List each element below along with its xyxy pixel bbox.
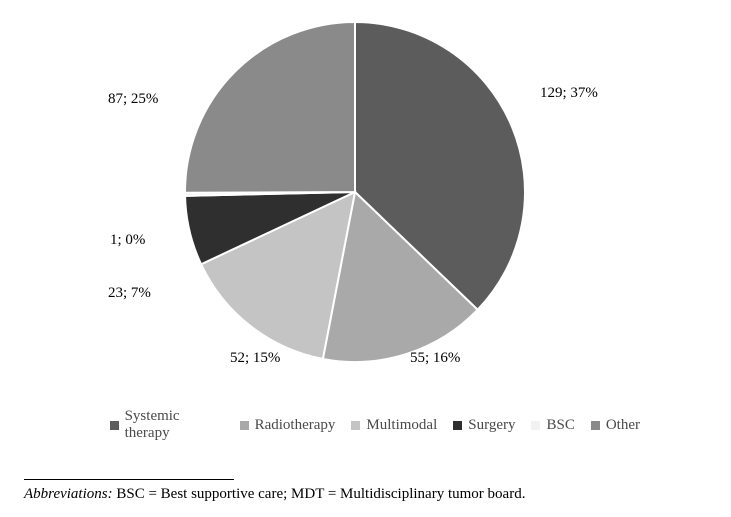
pie-label-other: 87; 25%	[108, 91, 158, 108]
pie-label-surgery: 23; 7%	[108, 285, 151, 302]
pie-label-multimodal: 52; 15%	[230, 350, 280, 367]
pie-chart	[175, 12, 535, 372]
legend: Systemic therapy Radiotherapy Multimodal Su…	[110, 408, 640, 442]
legend-label: Systemic therapy	[125, 408, 224, 442]
legend-label: Surgery	[468, 417, 515, 434]
pie-label-radiotherapy: 55; 16%	[410, 350, 460, 367]
footer-text: Abbreviations: BSC = Best supportive car…	[24, 486, 707, 503]
pie-slice-other	[185, 22, 355, 193]
pie-label-bsc: 1; 0%	[110, 232, 145, 249]
legend-swatch	[240, 421, 249, 430]
legend-label: BSC	[546, 417, 574, 434]
footer: Abbreviations: BSC = Best supportive car…	[24, 479, 707, 503]
legend-swatch	[110, 421, 119, 430]
legend-item-other: Other	[591, 417, 640, 434]
abbr-content: BSC = Best supportive care; MDT = Multid…	[113, 486, 526, 502]
legend-swatch	[453, 421, 462, 430]
legend-item-systemic-therapy: Systemic therapy	[110, 408, 224, 442]
legend-swatch	[531, 421, 540, 430]
legend-label: Other	[606, 417, 640, 434]
pie-label-systemic-therapy: 129; 37%	[540, 85, 598, 102]
legend-swatch	[351, 421, 360, 430]
page: 129; 37% 55; 16% 52; 15% 23; 7% 1; 0% 87; 25%…	[0, 0, 731, 517]
legend-item-bsc: BSC	[531, 417, 574, 434]
legend-label: Multimodal	[366, 417, 437, 434]
abbr-label: Abbreviations:	[24, 486, 113, 502]
legend-item-multimodal: Multimodal	[351, 417, 437, 434]
legend-label: Radiotherapy	[255, 417, 336, 434]
footer-rule	[24, 479, 234, 480]
legend-item-surgery: Surgery	[453, 417, 515, 434]
legend-item-radiotherapy: Radiotherapy	[240, 417, 336, 434]
legend-swatch	[591, 421, 600, 430]
pie-svg	[175, 12, 535, 372]
